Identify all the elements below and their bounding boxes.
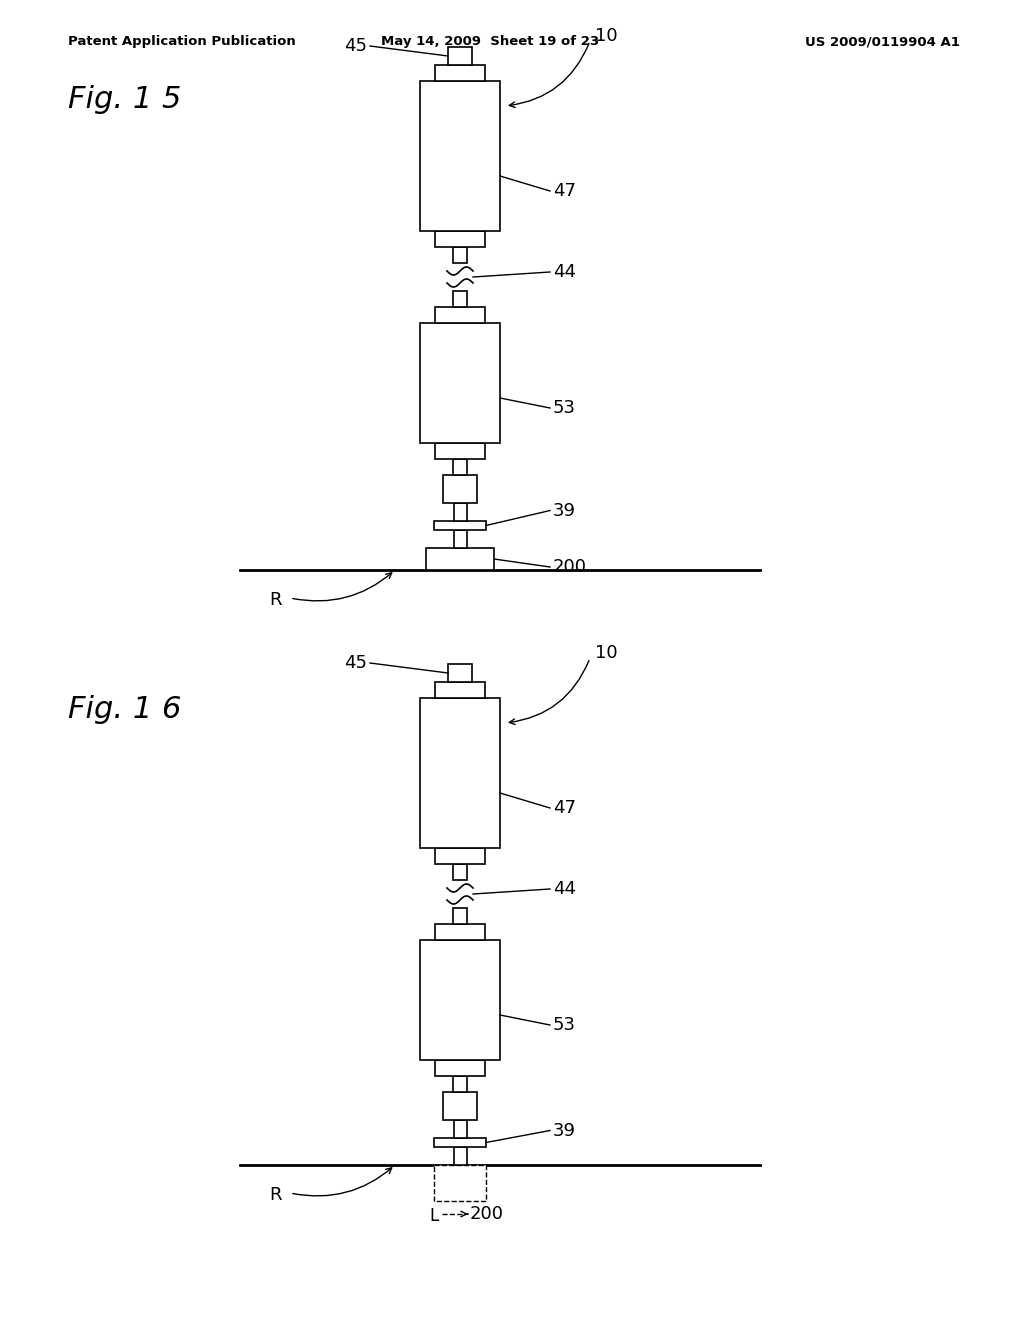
Text: 53: 53 bbox=[553, 1016, 575, 1034]
Bar bbox=[453, 1076, 467, 1092]
Bar bbox=[435, 444, 485, 459]
Bar bbox=[454, 503, 467, 521]
Bar bbox=[434, 521, 486, 531]
Bar bbox=[435, 682, 485, 698]
Text: 200: 200 bbox=[553, 558, 587, 576]
Text: 45: 45 bbox=[344, 37, 367, 55]
Text: 47: 47 bbox=[553, 182, 575, 201]
Text: R: R bbox=[269, 591, 282, 609]
Text: 200: 200 bbox=[470, 1205, 504, 1224]
Bar bbox=[453, 459, 467, 475]
Text: R: R bbox=[269, 1185, 282, 1204]
Bar bbox=[453, 247, 467, 263]
Bar bbox=[454, 1147, 467, 1166]
Text: 47: 47 bbox=[553, 799, 575, 817]
Bar bbox=[449, 48, 472, 65]
Bar bbox=[420, 698, 500, 847]
Text: 44: 44 bbox=[553, 880, 575, 898]
Bar bbox=[443, 475, 477, 503]
Text: Fig. 1 5: Fig. 1 5 bbox=[68, 86, 181, 115]
Bar bbox=[453, 290, 467, 308]
Text: 10: 10 bbox=[595, 644, 617, 663]
Bar bbox=[435, 1060, 485, 1076]
Bar bbox=[435, 308, 485, 323]
Bar bbox=[453, 908, 467, 924]
Bar bbox=[449, 664, 472, 682]
Bar bbox=[435, 231, 485, 247]
Bar bbox=[454, 531, 467, 548]
Text: Fig. 1 6: Fig. 1 6 bbox=[68, 696, 181, 725]
Bar bbox=[435, 847, 485, 865]
Text: US 2009/0119904 A1: US 2009/0119904 A1 bbox=[805, 36, 961, 49]
Text: 44: 44 bbox=[553, 263, 575, 281]
Bar bbox=[420, 81, 500, 231]
Bar bbox=[434, 1166, 486, 1201]
Bar bbox=[454, 1119, 467, 1138]
Bar bbox=[435, 65, 485, 81]
Bar bbox=[420, 940, 500, 1060]
Text: L: L bbox=[429, 1206, 438, 1225]
Bar bbox=[453, 865, 467, 880]
Text: 39: 39 bbox=[553, 502, 575, 520]
Text: Patent Application Publication: Patent Application Publication bbox=[68, 36, 296, 49]
Text: 53: 53 bbox=[553, 399, 575, 417]
Text: 45: 45 bbox=[344, 653, 367, 672]
Bar bbox=[434, 1138, 486, 1147]
Bar bbox=[435, 924, 485, 940]
Bar bbox=[426, 548, 494, 570]
Bar bbox=[443, 1092, 477, 1119]
Text: 39: 39 bbox=[553, 1122, 575, 1139]
Text: 10: 10 bbox=[595, 26, 617, 45]
Text: May 14, 2009  Sheet 19 of 23: May 14, 2009 Sheet 19 of 23 bbox=[381, 36, 599, 49]
Bar bbox=[420, 323, 500, 444]
